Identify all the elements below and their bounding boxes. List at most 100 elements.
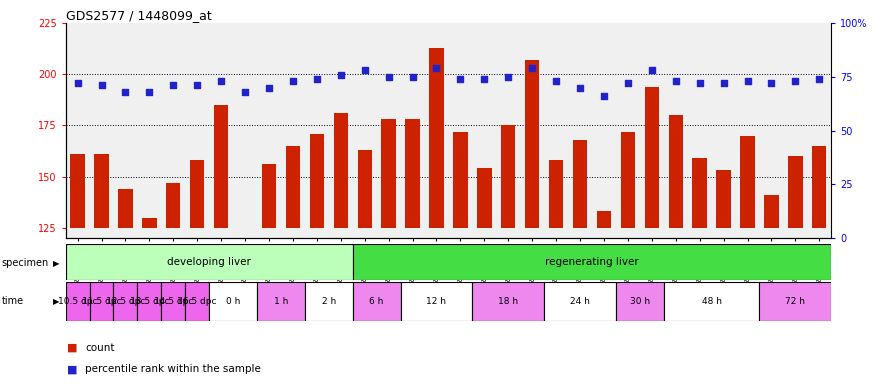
Bar [186, 282, 209, 321]
Bar [573, 140, 587, 228]
Text: 1 h: 1 h [274, 297, 288, 306]
Bar [257, 282, 304, 321]
Bar [333, 113, 348, 228]
Text: 12.5 dpc: 12.5 dpc [106, 297, 145, 306]
Bar [304, 282, 353, 321]
Point [118, 89, 132, 95]
Text: 72 h: 72 h [786, 297, 805, 306]
Point [550, 78, 564, 84]
Bar [645, 86, 659, 228]
Point [94, 82, 108, 88]
Bar [209, 282, 257, 321]
Text: 2 h: 2 h [322, 297, 336, 306]
Bar [114, 282, 137, 321]
Point [262, 84, 276, 91]
Point [645, 67, 659, 73]
Point [286, 78, 300, 84]
Bar [66, 244, 353, 280]
Point [525, 65, 539, 71]
Text: percentile rank within the sample: percentile rank within the sample [85, 364, 261, 374]
Text: 13.5 dpc: 13.5 dpc [130, 297, 169, 306]
Point [765, 80, 779, 86]
Bar [401, 282, 472, 321]
Bar [118, 189, 133, 228]
Bar [430, 48, 444, 228]
Text: count: count [85, 343, 115, 353]
Bar [262, 164, 276, 228]
Point [382, 74, 396, 80]
Bar [740, 136, 755, 228]
Point [405, 74, 419, 80]
Bar [616, 282, 664, 321]
Point [668, 78, 682, 84]
Text: 10.5 dpc: 10.5 dpc [58, 297, 97, 306]
Point [333, 71, 347, 78]
Bar [477, 169, 492, 228]
Point [143, 89, 157, 95]
Bar [525, 60, 539, 228]
Bar [190, 160, 205, 228]
Bar [353, 282, 401, 321]
Bar [620, 132, 635, 228]
Text: 30 h: 30 h [630, 297, 650, 306]
Point [71, 80, 85, 86]
Text: ▶: ▶ [53, 258, 60, 268]
Point [740, 78, 754, 84]
Bar [353, 244, 831, 280]
Point [238, 89, 252, 95]
Bar [764, 195, 779, 228]
Bar [501, 126, 515, 228]
Bar [66, 282, 89, 321]
Bar [382, 119, 396, 228]
Point [597, 93, 611, 99]
Text: 6 h: 6 h [369, 297, 384, 306]
Bar [597, 212, 611, 228]
Text: 11.5 dpc: 11.5 dpc [81, 297, 122, 306]
Text: time: time [2, 296, 24, 306]
Bar [310, 134, 324, 228]
Bar [94, 154, 108, 228]
Text: specimen: specimen [2, 258, 49, 268]
Point [453, 76, 467, 82]
Bar [89, 282, 114, 321]
Text: 12 h: 12 h [426, 297, 446, 306]
Point [501, 74, 515, 80]
Bar [473, 282, 544, 321]
Point [310, 76, 324, 82]
Bar [668, 115, 682, 228]
Point [214, 78, 228, 84]
Bar [405, 119, 420, 228]
Point [430, 65, 444, 71]
Text: 18 h: 18 h [498, 297, 518, 306]
Bar [544, 282, 616, 321]
Text: 24 h: 24 h [570, 297, 590, 306]
Bar [664, 282, 760, 321]
Text: GDS2577 / 1448099_at: GDS2577 / 1448099_at [66, 9, 212, 22]
Bar [812, 146, 827, 228]
Point [190, 82, 204, 88]
Text: ■: ■ [67, 364, 78, 374]
Point [478, 76, 492, 82]
Point [621, 80, 635, 86]
Point [812, 76, 826, 82]
Point [573, 84, 587, 91]
Point [788, 78, 802, 84]
Bar [70, 154, 85, 228]
Text: ▶: ▶ [53, 297, 60, 306]
Point [358, 67, 372, 73]
Bar [692, 158, 707, 228]
Point [166, 82, 180, 88]
Text: 0 h: 0 h [226, 297, 241, 306]
Text: 14.5 dpc: 14.5 dpc [154, 297, 193, 306]
Bar [137, 282, 161, 321]
Bar [166, 183, 180, 228]
Text: 16.5 dpc: 16.5 dpc [178, 297, 217, 306]
Text: 48 h: 48 h [702, 297, 722, 306]
Text: ■: ■ [67, 343, 78, 353]
Bar [760, 282, 831, 321]
Bar [358, 150, 372, 228]
Bar [143, 218, 157, 228]
Bar [549, 160, 564, 228]
Bar [453, 132, 467, 228]
Bar [214, 105, 228, 228]
